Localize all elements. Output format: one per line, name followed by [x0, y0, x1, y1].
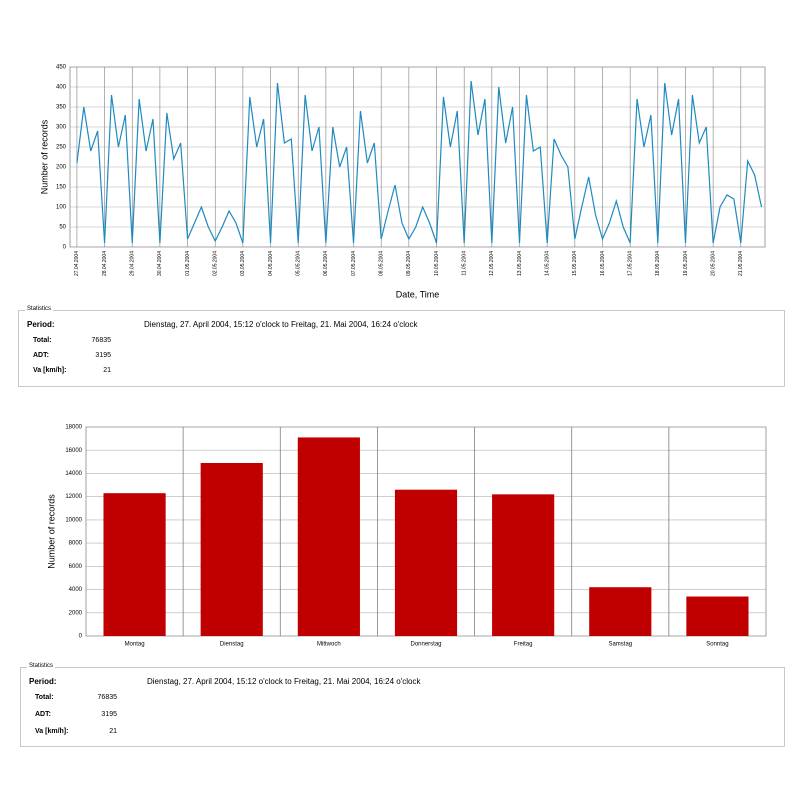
x-tick-label: 21.05.2004: [738, 251, 744, 276]
x-tick-label: 01.05.2004: [185, 251, 191, 276]
y-tick-label: 18000: [65, 425, 82, 431]
period: Dienstag, 27. April 2004, 15:12 o'clock …: [144, 320, 418, 329]
x-tick-label: Dienstag: [220, 642, 244, 648]
x-tick-label: 16.05.2004: [600, 251, 606, 276]
x-tick-label: 08.05.2004: [379, 251, 385, 276]
y-tick-label: 0: [63, 245, 67, 251]
y-tick-label: 2000: [69, 610, 83, 616]
x-tick-label: 04.05.2004: [268, 251, 274, 276]
period-label: Period:: [27, 320, 55, 329]
stat-value: 76835: [97, 694, 117, 701]
x-tick-label: 18.05.2004: [655, 251, 661, 276]
x-tick-label: 20.05.2004: [710, 251, 716, 276]
x-tick-label: 28.04.2004: [102, 251, 108, 276]
statistics-legend: Statistics: [27, 663, 56, 669]
stat-value: 76835: [91, 337, 111, 344]
y-axis-label: Number of records: [46, 494, 56, 569]
x-tick-label: 12.05.2004: [489, 251, 495, 276]
y-tick-label: 16000: [65, 448, 82, 454]
y-tick-label: 350: [56, 105, 67, 111]
x-tick-label: Sonntag: [706, 642, 728, 648]
bar: [103, 493, 166, 636]
stat-value: 21: [103, 367, 111, 374]
stat-key: ADT:: [33, 352, 49, 359]
x-axis-label: Date, Time: [396, 289, 440, 299]
stat-key: ADT:: [35, 711, 51, 718]
y-tick-label: 12000: [65, 494, 82, 500]
x-tick-label: 02.05.2004: [213, 251, 219, 276]
y-tick-label: 300: [56, 125, 67, 131]
y-tick-label: 450: [56, 65, 67, 71]
y-tick-label: 10000: [65, 517, 82, 523]
x-tick-label: 09.05.2004: [406, 251, 412, 276]
y-axis-label: Number of records: [39, 119, 49, 194]
y-tick-label: 0: [79, 634, 83, 640]
x-tick-label: 06.05.2004: [323, 251, 329, 276]
y-tick-label: 200: [56, 165, 67, 171]
x-tick-label: 29.04.2004: [130, 251, 136, 276]
x-tick-label: 11.05.2004: [462, 251, 468, 276]
y-tick-label: 4000: [69, 587, 83, 593]
x-tick-label: 19.05.2004: [683, 251, 689, 276]
stat-value: 21: [109, 728, 117, 735]
x-tick-label: Mittwoch: [317, 642, 341, 648]
x-tick-label: 07.05.2004: [351, 251, 357, 276]
data-line: [76, 80, 763, 244]
x-tick-label: Donnerstag: [410, 642, 441, 648]
bar: [200, 462, 263, 636]
statistics-box: Statistics Period: Dienstag, 27. April 2…: [18, 306, 785, 387]
x-tick-label: 05.05.2004: [296, 251, 302, 276]
x-tick-label: 10.05.2004: [434, 251, 440, 276]
y-tick-label: 100: [56, 205, 67, 211]
x-tick-label: 15.05.2004: [572, 251, 578, 276]
stat-value: 3195: [95, 352, 111, 359]
y-tick-label: 6000: [69, 564, 83, 570]
stat-key: Total:: [35, 694, 54, 701]
y-tick-label: 14000: [65, 471, 82, 477]
bar: [394, 489, 458, 636]
statistics-box: Statistics Period: Dienstag, 27. April 2…: [20, 663, 785, 747]
y-tick-label: 150: [56, 185, 67, 191]
period: Dienstag, 27. April 2004, 15:12 o'clock …: [147, 677, 421, 686]
stat-key: Va [km/h]:: [35, 728, 69, 735]
y-tick-label: 250: [56, 145, 67, 151]
bar: [297, 437, 360, 636]
x-tick-label: 30.04.2004: [157, 251, 163, 276]
x-tick-label: Freitag: [514, 642, 533, 648]
stat-key: Va [km/h]:: [33, 367, 67, 374]
bar: [589, 587, 652, 636]
stat-value: 3195: [101, 711, 117, 718]
statistics-legend: Statistics: [25, 306, 54, 312]
bar: [686, 596, 749, 636]
x-tick-label: 13.05.2004: [517, 251, 523, 276]
x-tick-label: Montag: [125, 642, 145, 648]
stat-key: Total:: [33, 337, 52, 344]
period-label: Period:: [29, 677, 57, 686]
x-tick-label: 03.05.2004: [240, 251, 246, 276]
y-tick-label: 50: [59, 225, 66, 231]
x-tick-label: 17.05.2004: [627, 251, 633, 276]
bar: [492, 494, 555, 636]
y-tick-label: 8000: [69, 541, 83, 547]
y-tick-label: 400: [56, 85, 67, 91]
x-tick-label: 27.04.2004: [74, 251, 80, 276]
x-tick-label: 14.05.2004: [544, 251, 550, 276]
x-tick-label: Samstag: [608, 642, 632, 648]
